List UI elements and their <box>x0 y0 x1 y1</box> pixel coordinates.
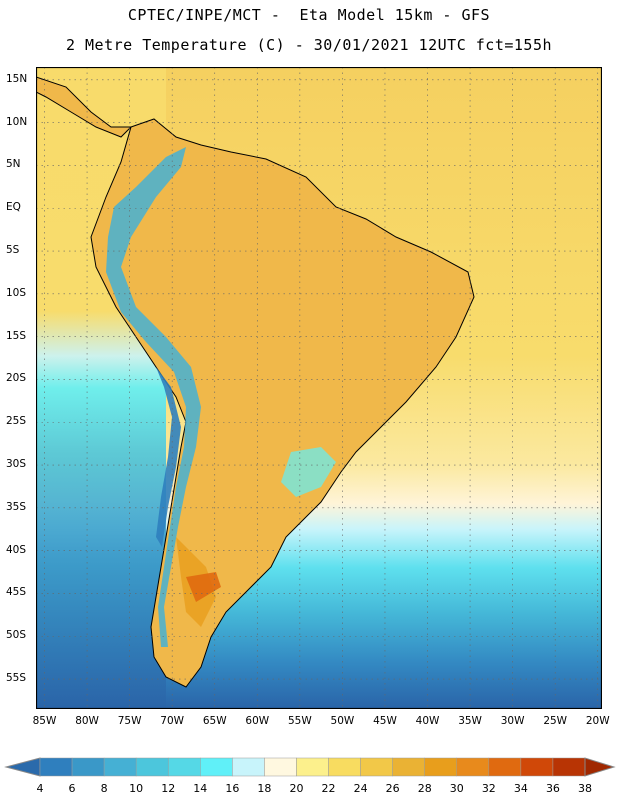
legend-level-label: 6 <box>68 782 76 795</box>
chart-title-line1: CPTEC/INPE/MCT - Eta Model 15km - GFS <box>127 6 491 24</box>
temperature-map <box>36 67 602 709</box>
legend-level-label: 24 <box>353 782 368 795</box>
longitude-label: 20W <box>585 715 610 727</box>
chart-title-line2: 2 Metre Temperature (C) - 30/01/2021 12U… <box>65 36 553 54</box>
legend-level-label: 20 <box>289 782 304 795</box>
legend-level-label: 36 <box>545 782 560 795</box>
map-border <box>36 67 602 709</box>
longitude-label: 70W <box>160 715 185 727</box>
hot-spot <box>186 572 221 602</box>
longitude-label: 50W <box>330 715 355 727</box>
legend-level-label: 32 <box>481 782 496 795</box>
andes-core <box>156 367 181 547</box>
latitude-label: 5S <box>6 244 20 257</box>
longitude-label: 85W <box>32 715 57 727</box>
latitude-label: 20S <box>6 372 27 385</box>
latitude-label: 25S <box>6 415 27 428</box>
legend-swatch <box>424 757 458 777</box>
uruguay-cool-patch <box>281 447 336 497</box>
latitude-label: 55S <box>6 672 27 685</box>
longitude-label: 25W <box>543 715 568 727</box>
latitude-label: 15N <box>6 72 28 85</box>
legend-swatch <box>200 757 233 777</box>
legend-level-label: 14 <box>193 782 208 795</box>
legend-level-label: 22 <box>321 782 336 795</box>
legend-level-label: 18 <box>257 782 272 795</box>
legend-min-arrow <box>4 757 41 777</box>
legend-level-label: 16 <box>225 782 240 795</box>
longitude-label: 75W <box>117 715 142 727</box>
legend-level-label: 10 <box>129 782 144 795</box>
latitude-label: 40S <box>6 543 27 556</box>
longitude-label: 30W <box>500 715 525 727</box>
legend-swatch <box>232 757 265 777</box>
legend-level-label: 8 <box>100 782 108 795</box>
legend-swatch <box>392 757 425 777</box>
legend-swatch <box>552 757 586 777</box>
legend-level-label: 30 <box>449 782 464 795</box>
latitude-label: 30S <box>6 458 27 471</box>
legend-swatch <box>264 757 297 777</box>
andes-band <box>106 147 201 647</box>
latitude-label: 45S <box>6 586 27 599</box>
central-america-land <box>36 76 133 138</box>
legend-swatch <box>488 757 522 777</box>
longitude-label: 80W <box>75 715 99 727</box>
legend-swatch <box>167 757 201 777</box>
longitude-label: 65W <box>202 715 227 727</box>
legend-level-label: 26 <box>385 782 400 795</box>
latitude-label: 35S <box>6 500 27 513</box>
longitude-label: 35W <box>458 715 482 727</box>
longitude-label: 45W <box>373 715 397 727</box>
legend-level-label: 12 <box>161 782 176 795</box>
legend-swatch <box>328 757 361 777</box>
legend-max-arrow <box>584 757 616 777</box>
legend-swatch <box>71 757 105 777</box>
legend-swatch <box>520 757 554 777</box>
color-legend <box>4 757 616 777</box>
graticule <box>36 67 602 709</box>
longitude-label: 40W <box>415 715 440 727</box>
longitude-label: 55W <box>287 715 312 727</box>
latitude-label: 15S <box>6 329 27 342</box>
latitude-label: EQ <box>6 201 21 214</box>
legend-swatch <box>296 757 329 777</box>
legend-swatch <box>103 757 137 777</box>
legend-level-label: 28 <box>417 782 432 795</box>
longitude-label: 60W <box>245 715 270 727</box>
latitude-label: 5N <box>6 158 21 171</box>
legend-swatch <box>135 757 169 777</box>
legend-level-label: 4 <box>36 782 44 795</box>
legend-level-label: 38 <box>578 782 592 795</box>
latitude-label: 10S <box>6 286 27 299</box>
legend-swatch <box>39 757 73 777</box>
latitude-label: 50S <box>6 629 27 642</box>
legend-swatch <box>456 757 490 777</box>
legend-level-label: 34 <box>513 782 528 795</box>
latitude-label: 10N <box>6 115 28 128</box>
legend-swatch <box>360 757 393 777</box>
